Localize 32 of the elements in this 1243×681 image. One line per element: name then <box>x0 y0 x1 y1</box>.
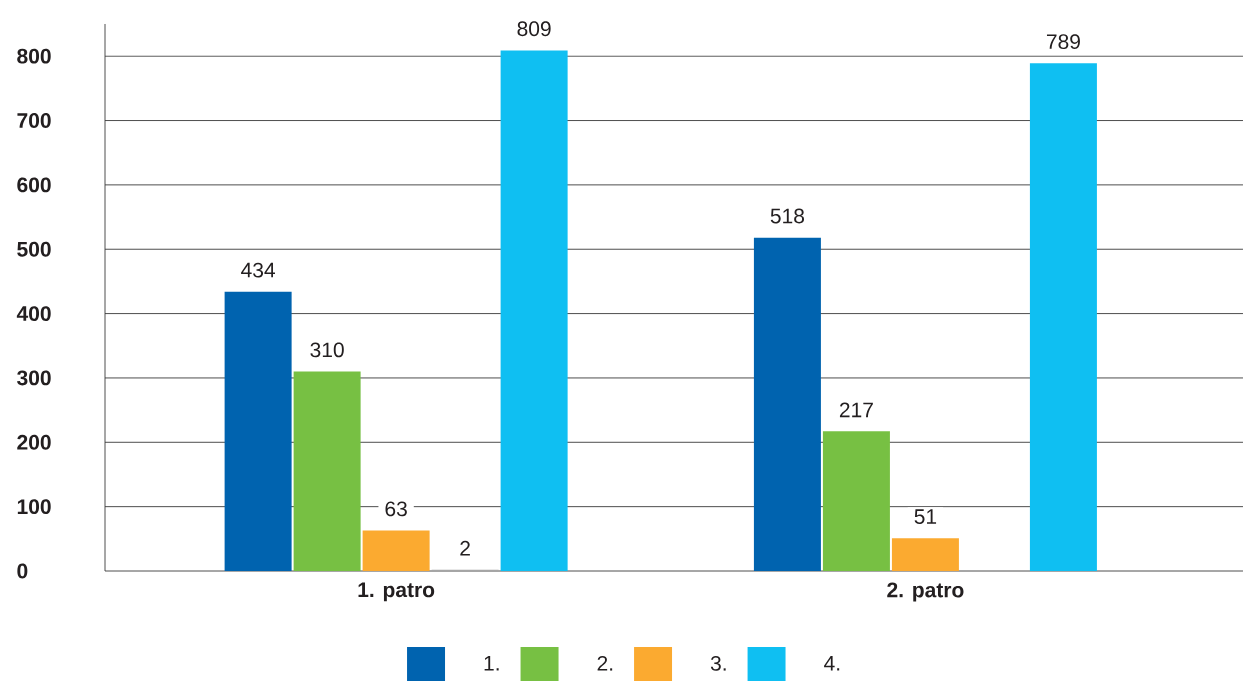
x-tick-label: 1. patro <box>358 582 435 602</box>
data-label: 2 <box>460 540 470 556</box>
legend-label: 4. <box>824 656 840 671</box>
y-tick-label: 400 <box>16 306 51 322</box>
data-label: 518 <box>770 208 805 224</box>
bar <box>753 237 821 571</box>
y-tick-label: 0 <box>17 563 28 579</box>
data-label: 51 <box>914 509 937 524</box>
data-label: 434 <box>241 262 276 278</box>
bar <box>500 50 568 571</box>
bar <box>224 291 292 571</box>
y-tick-label: 100 <box>17 499 51 515</box>
y-tick-label: 700 <box>17 113 51 128</box>
y-tick-label: 800 <box>17 48 51 64</box>
data-label: 789 <box>1046 34 1080 50</box>
y-tick-label: 600 <box>17 177 51 193</box>
data-label: 63 <box>385 501 407 517</box>
data-label: 809 <box>517 21 551 37</box>
bar <box>362 530 430 571</box>
bar <box>293 371 361 571</box>
legend-label: 3. <box>710 655 726 671</box>
bar <box>891 538 959 571</box>
data-label: 310 <box>310 342 344 358</box>
y-tick-label: 300 <box>17 370 51 386</box>
legend-label: 2. <box>597 655 613 671</box>
y-tick-label: 200 <box>17 434 51 450</box>
y-tick-label: 500 <box>17 241 51 257</box>
data-label: 217 <box>839 402 873 418</box>
x-tick-label: 2. patro <box>887 582 964 602</box>
bar <box>822 431 890 571</box>
bar <box>1029 63 1097 571</box>
legend-label: 1. <box>484 656 499 671</box>
